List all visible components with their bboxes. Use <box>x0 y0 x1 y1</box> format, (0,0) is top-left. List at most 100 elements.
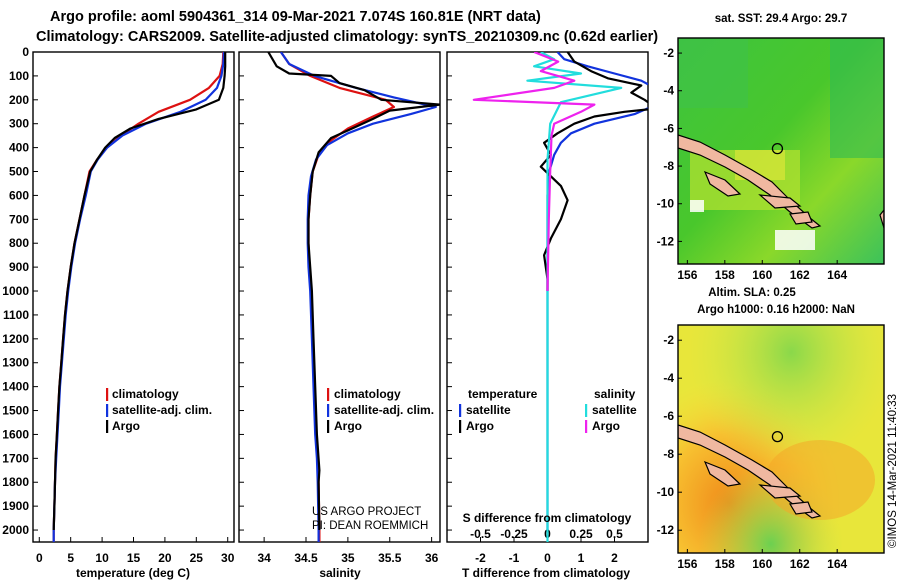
x-tick-label: 1 <box>578 551 585 565</box>
lon-tick-label: 164 <box>827 557 847 571</box>
depth-tick-label: 900 <box>9 260 29 274</box>
depth-tick-label: 700 <box>9 212 29 226</box>
depth-axis-ticks: 0 100 200 300 400 500 600 700 800 900 1000 1100 1200… <box>2 45 38 537</box>
legend-swatch-temp-argo <box>459 420 462 433</box>
sst-patch <box>678 38 748 108</box>
x-tick-label: 35.5 <box>378 551 402 565</box>
temperature-axis-label: temperature (deg C) <box>76 566 190 580</box>
island <box>879 209 884 229</box>
lon-tick-label: 158 <box>715 557 735 571</box>
lon-tick-label: 162 <box>790 557 810 571</box>
salinity-axis-label: salinity <box>319 566 361 580</box>
sla-lat-ticks: -2 -4 -6 -8 -10 -12 <box>657 333 682 537</box>
depth-tick-label: 1900 <box>2 499 29 513</box>
figure-title-line2: Climatology: CARS2009. Satellite-adjuste… <box>36 29 658 45</box>
argo-location-marker <box>771 142 784 155</box>
legend-title-salinity: salinity <box>594 387 636 401</box>
lat-tick-label: -6 <box>663 121 674 135</box>
legend-label-satellite: satellite-adj. clim. <box>112 403 212 417</box>
sla-map-image <box>678 325 884 553</box>
island <box>789 501 813 515</box>
x-tick-label: 35 <box>341 551 355 565</box>
s-diff-tick-label: -0.25 <box>500 527 528 541</box>
sst-map-image <box>678 38 884 264</box>
legend-label-sal-argo: Argo <box>592 419 620 433</box>
sla-high-anomaly <box>765 440 875 520</box>
temperature-plot-frame <box>32 51 235 543</box>
lat-tick-label: -4 <box>663 84 674 98</box>
s-diff-tick-label: 0.5 <box>606 527 623 541</box>
imos-credit: ©IMOS 14-Mar-2021 11:40:33 <box>887 394 899 548</box>
sst-map-frame <box>677 37 885 265</box>
sst-map-title: sat. SST: 29.4 Argo: 29.7 <box>715 13 848 25</box>
lat-tick-label: -8 <box>663 447 674 461</box>
pi-annotation: PI: DEAN ROEMMICH <box>312 520 428 532</box>
depth-tick-label: 0 <box>22 45 29 59</box>
sst-missing-patch <box>775 230 815 250</box>
legend-swatch-sal-argo <box>585 420 588 433</box>
legend-label-temp-argo: Argo <box>466 419 494 433</box>
x-tick-label: 30 <box>221 551 235 565</box>
depth-tick-label: 1500 <box>2 404 29 418</box>
legend-swatch-argo <box>327 420 330 433</box>
lon-tick-label: 164 <box>827 268 847 282</box>
series-line-temperature-argo <box>566 52 648 104</box>
sst-patch <box>830 38 884 158</box>
series-line-temperature-satellite <box>556 52 648 86</box>
legend-swatch-climatology <box>327 388 330 401</box>
x-tick-label: 36 <box>425 551 439 565</box>
legend-swatch-climatology <box>106 388 109 401</box>
depth-tick-label: 1200 <box>2 332 29 346</box>
island <box>703 170 742 197</box>
lon-tick-label: 160 <box>752 557 772 571</box>
depth-tick-label: 600 <box>9 188 29 202</box>
legend-label-argo: Argo <box>112 419 140 433</box>
salinity-depth-ticks <box>239 51 244 531</box>
legend-swatch-satellite <box>106 404 109 417</box>
x-tick-label: 10 <box>95 551 109 565</box>
x-tick-label: 25 <box>190 551 204 565</box>
s-difference-axis-label: S difference from climatology <box>463 511 632 525</box>
x-tick-label: 34 <box>257 551 271 565</box>
series-line-climatology <box>279 52 395 542</box>
sla-map-panel: Altim. SLA: 0.25 Argo h1000: 0.16 h2000:… <box>657 287 885 571</box>
sla-map-title-line2: Argo h1000: 0.16 h2000: NaN <box>697 304 855 316</box>
series-line-satellite-adj-clim- <box>279 52 437 542</box>
series-line-temperature-argo-lower <box>539 108 648 291</box>
lat-tick-label: -2 <box>663 46 674 60</box>
figure-title-line1: Argo profile: aoml 5904361_314 09-Mar-20… <box>50 9 541 25</box>
legend-label-sal-satellite: satellite <box>592 403 637 417</box>
argo-location-marker <box>771 430 784 443</box>
depth-tick-label: 200 <box>9 93 29 107</box>
lat-tick-label: -10 <box>657 197 675 211</box>
lat-tick-label: -12 <box>657 523 675 537</box>
sla-lon-ticks: 156 158 160 162 164 <box>677 549 848 571</box>
depth-tick-label: 300 <box>9 117 29 131</box>
x-tick-label: 5 <box>67 551 74 565</box>
x-tick-label: 0 <box>544 551 551 565</box>
lon-tick-label: 156 <box>677 268 697 282</box>
depth-tick-label: 400 <box>9 141 29 155</box>
difference-series <box>472 52 648 542</box>
depth-tick-label: 1000 <box>2 284 29 298</box>
salinity-legend: climatology satellite-adj. clim. Argo <box>327 387 434 433</box>
difference-depth-ticks <box>447 51 452 531</box>
legend-label-argo: Argo <box>334 419 362 433</box>
temperature-legend: climatology satellite-adj. clim. Argo <box>106 387 212 433</box>
x-tick-label: 34.5 <box>294 551 318 565</box>
depth-tick-label: 1800 <box>2 475 29 489</box>
depth-tick-label: 1400 <box>2 380 29 394</box>
x-tick-label: 15 <box>127 551 141 565</box>
series-line-salinity-argo <box>472 52 596 292</box>
depth-tick-label: 100 <box>9 69 29 83</box>
series-line-argo <box>267 52 440 531</box>
salinity-series <box>267 52 440 542</box>
depth-tick-label: 2000 <box>2 523 29 537</box>
s-diff-tick-label: -0.5 <box>470 527 491 541</box>
temperature-panel: 0100200300400500600700800900100011001200… <box>2 45 234 580</box>
legend-label-satellite: satellite-adj. clim. <box>334 403 434 417</box>
sst-missing-patch <box>690 200 704 212</box>
depth-tick-label: 1700 <box>2 451 29 465</box>
legend-label-temp-satellite: satellite <box>466 403 511 417</box>
